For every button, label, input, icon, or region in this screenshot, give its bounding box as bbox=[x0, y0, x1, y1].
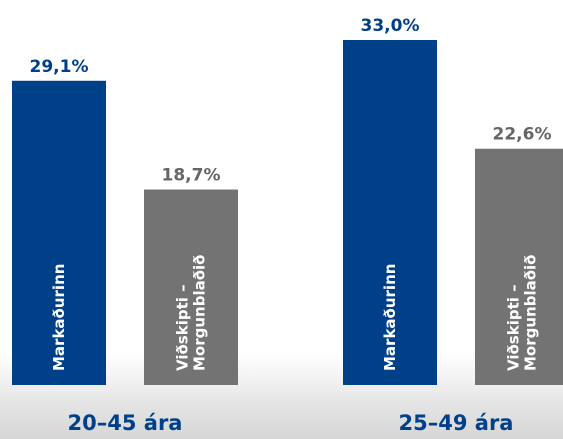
bar-name-label: Morgunblaðið bbox=[191, 255, 209, 371]
group-label: 20–45 ára bbox=[68, 411, 183, 435]
bar-group: 33,0% Markaðurinn 22,6% Viðskipti – Morgunbl… bbox=[343, 16, 563, 435]
group-label: 25–49 ára bbox=[399, 411, 514, 435]
bar bbox=[343, 40, 437, 385]
bar-group: 29,1% Markaðurinn 18,7% Viðskipti – Morgunbl… bbox=[12, 57, 238, 435]
value-label: 18,7% bbox=[162, 166, 221, 186]
value-label: 22,6% bbox=[493, 125, 552, 145]
bar-name-label: Morgunblaðið bbox=[522, 255, 540, 371]
bar-name-label: Markaðurinn bbox=[381, 264, 399, 371]
value-label: 33,0% bbox=[361, 16, 420, 36]
bar-name-label: Viðskipti – bbox=[174, 284, 192, 371]
bar bbox=[475, 148, 563, 385]
bar-name-label: Viðskipti – bbox=[505, 284, 523, 371]
value-label: 29,1% bbox=[30, 57, 89, 77]
bar bbox=[144, 189, 238, 385]
bar-name-label: Markaðurinn bbox=[50, 264, 68, 371]
bar bbox=[12, 80, 106, 385]
